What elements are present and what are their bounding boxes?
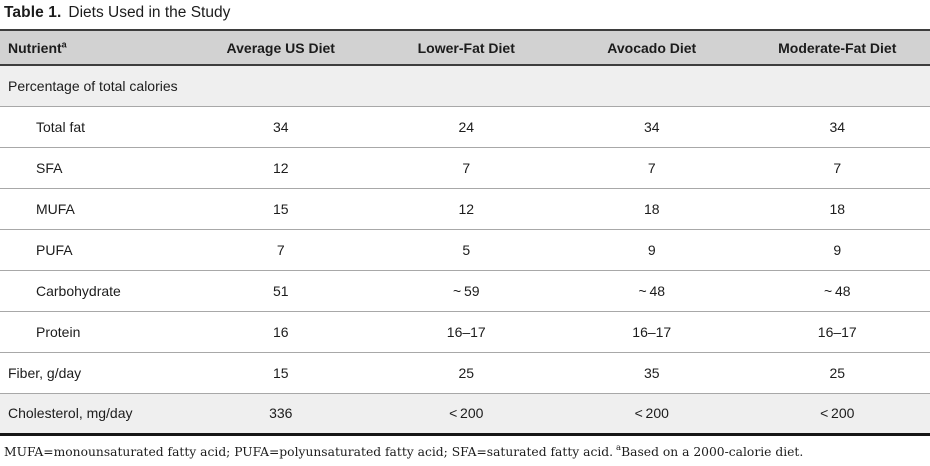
cell-value: 25 — [458, 364, 475, 381]
column-header-avocado-diet: Avocado Diet — [607, 39, 697, 56]
cell-value: 16–17 — [632, 323, 672, 340]
table-row-total-fat: Total fat 34 24 34 34 — [0, 106, 930, 147]
header-row: Nutrienta Average US Diet Lower-Fat Diet Av… — [0, 30, 930, 65]
cell-value: 7 — [833, 159, 842, 176]
cell-value: ~ 59 — [452, 282, 480, 299]
cell-value: 7 — [462, 159, 471, 176]
row-label: Protein — [36, 323, 81, 340]
footnote-note: Based on a 2000-calorie diet. — [621, 444, 804, 459]
row-label: Percentage of total calories — [8, 77, 178, 94]
row-label: Fiber, g/day — [8, 364, 82, 381]
cell-value: 336 — [269, 405, 293, 421]
cell-value: 7 — [647, 159, 656, 176]
cell-value: 25 — [829, 364, 846, 381]
cell-value: 15 — [272, 364, 289, 381]
footnote-superscript: a — [616, 443, 622, 454]
cell-value: 15 — [272, 200, 289, 217]
row-label: SFA — [36, 159, 63, 176]
cell-value — [559, 65, 745, 106]
cell-value: 9 — [647, 241, 656, 258]
cell-value: 7 — [276, 241, 285, 258]
cell-value — [745, 65, 930, 106]
row-label: MUFA — [36, 200, 75, 217]
table-caption-label: Table 1. — [4, 4, 62, 21]
row-label: Carbohydrate — [36, 282, 121, 299]
row-label: Total fat — [36, 118, 86, 135]
cell-value: 51 — [272, 282, 289, 299]
footnote-abbreviations: MUFA=monounsaturated fatty acid; PUFA=po… — [4, 444, 614, 459]
cell-value: ~ 48 — [638, 282, 666, 299]
cell-value: 34 — [643, 118, 660, 135]
table-row-protein: Protein 16 16–17 16–17 16–17 — [0, 311, 930, 352]
table-row-cholesterol-mg-day: Cholesterol, mg/day 336 < 200 < 200 < 200 — [0, 393, 930, 434]
cell-value: 18 — [643, 200, 660, 217]
cell-value: < 200 — [634, 405, 669, 421]
cell-value: 12 — [272, 159, 289, 176]
cell-value: < 200 — [820, 405, 855, 421]
cell-value: 16–17 — [817, 323, 857, 340]
cell-value: 18 — [829, 200, 846, 217]
table-body: Percentage of total calories Total fat 34 2… — [0, 65, 930, 434]
table-caption-text: Diets Used in the Study — [68, 4, 231, 21]
cell-value: < 200 — [449, 405, 484, 421]
table-row-percentage-of-total-calories: Percentage of total calories — [0, 65, 930, 106]
table-caption: Table 1. Diets Used in the Study — [0, 0, 930, 22]
table-row-sfa: SFA 12 7 7 7 — [0, 147, 930, 188]
column-header-average-us-diet: Average US Diet — [226, 39, 335, 56]
column-header-lower-fat-diet: Lower-Fat Diet — [417, 39, 515, 56]
cell-value: 34 — [829, 118, 846, 135]
cell-value: 9 — [833, 241, 842, 258]
table-row-mufa: MUFA 15 12 18 18 — [0, 188, 930, 229]
table-row-carbohydrate: Carbohydrate 51 ~ 59 ~ 48 ~ 48 — [0, 270, 930, 311]
row-label: PUFA — [36, 241, 73, 258]
cell-value: 34 — [272, 118, 289, 135]
table-row-fiber-g-day: Fiber, g/day 15 25 35 25 — [0, 352, 930, 393]
cell-value: 5 — [462, 241, 471, 258]
diets-table: Nutrienta Average US Diet Lower-Fat Diet Av… — [0, 29, 930, 436]
cell-value — [188, 65, 374, 106]
cell-value: 16 — [272, 323, 289, 340]
cell-value: 35 — [643, 364, 660, 381]
cell-value: ~ 48 — [823, 282, 851, 299]
table-row-pufa: PUFA 7 5 9 9 — [0, 229, 930, 270]
cell-value: 12 — [458, 200, 475, 217]
column-header-nutrient: Nutrienta — [8, 38, 67, 56]
column-header-superscript: a — [61, 38, 67, 49]
cell-value: 24 — [458, 118, 475, 135]
row-label: Cholesterol, mg/day — [8, 405, 133, 421]
cell-value — [374, 65, 560, 106]
cell-value: 16–17 — [446, 323, 486, 340]
table-footnote: MUFA=monounsaturated fatty acid; PUFA=po… — [4, 443, 930, 460]
table-header: Nutrienta Average US Diet Lower-Fat Diet Av… — [0, 30, 930, 65]
column-header-moderate-fat-diet: Moderate-Fat Diet — [778, 39, 897, 56]
